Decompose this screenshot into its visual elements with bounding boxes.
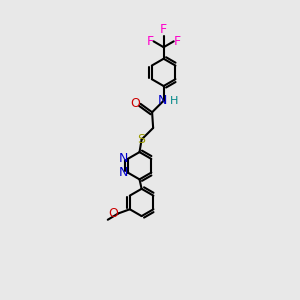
Text: O: O (131, 97, 141, 110)
Text: F: F (174, 35, 181, 48)
Text: O: O (108, 207, 118, 220)
Text: N: N (118, 166, 128, 179)
Text: S: S (138, 133, 146, 146)
Text: N: N (158, 94, 167, 107)
Text: F: F (146, 35, 154, 48)
Text: N: N (118, 152, 128, 165)
Text: F: F (160, 23, 167, 36)
Text: H: H (170, 96, 179, 106)
